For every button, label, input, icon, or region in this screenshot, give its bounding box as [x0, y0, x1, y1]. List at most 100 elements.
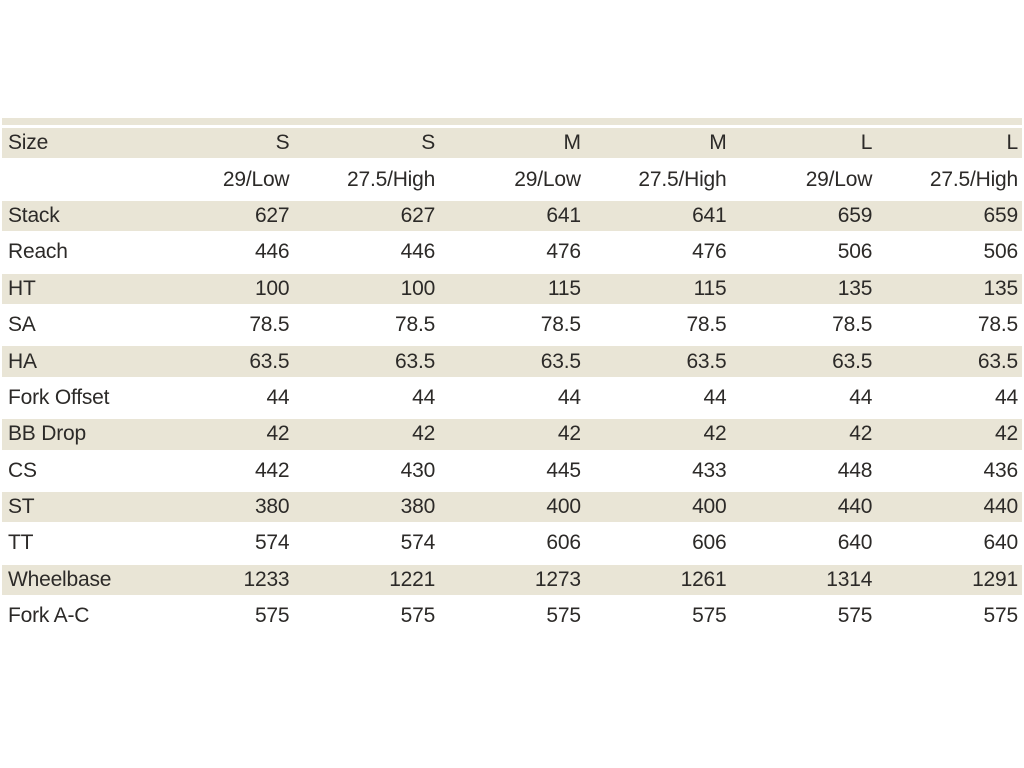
- value-cell: 42: [876, 416, 1022, 453]
- row-label-cell: SA: [8, 313, 36, 337]
- value-cell: 78.5: [540, 313, 581, 337]
- value-cell: 63.5: [730, 343, 877, 380]
- row-label-cell: CS: [8, 458, 37, 482]
- value-cell: 574: [254, 531, 290, 555]
- table-row: Wheelbase 1233 1221 1273 1261 1314 1291: [2, 561, 1022, 599]
- value-cell: 575: [692, 604, 727, 628]
- value-cell: M: [439, 125, 585, 162]
- value-cell: 29/Low: [222, 167, 290, 191]
- row-label-cell: TT: [8, 531, 34, 555]
- value-cell: 400: [584, 488, 731, 526]
- value-cell: 63.5: [147, 343, 294, 380]
- value-cell: 1261: [584, 561, 731, 599]
- row-label-cell: BB Drop: [2, 416, 148, 453]
- value-cell: 1291: [876, 561, 1022, 599]
- row-label-cell: ST: [2, 488, 148, 526]
- value-cell: 44: [557, 385, 581, 409]
- table-row: HA 63.5 63.5 63.5 63.5 63.5 63.5: [2, 343, 1022, 380]
- value-cell: 78.5: [832, 313, 873, 337]
- row-label-cell: [2, 161, 148, 197]
- value-cell: 445: [546, 458, 581, 482]
- value-cell: 115: [439, 270, 585, 307]
- value-cell: 476: [692, 240, 727, 264]
- value-cell: 606: [692, 531, 727, 555]
- value-cell: 627: [293, 197, 440, 235]
- value-cell: 44: [995, 385, 1018, 409]
- table-row: Reach 446 446 476 476 506 506: [2, 234, 1022, 270]
- value-cell: 29/Low: [805, 167, 873, 191]
- value-cell: 659: [876, 197, 1022, 235]
- value-cell: 574: [400, 531, 436, 555]
- value-cell: 63.5: [876, 343, 1022, 380]
- value-cell: 433: [692, 458, 727, 482]
- value-cell: 135: [876, 270, 1022, 307]
- value-cell: 606: [546, 531, 581, 555]
- row-label-cell: Fork A-C: [8, 604, 90, 628]
- row-label-cell: Fork Offset: [8, 385, 110, 409]
- value-cell: 27.5/High: [638, 167, 727, 191]
- value-cell: 27.5/High: [929, 167, 1018, 191]
- value-cell: 78.5: [686, 313, 727, 337]
- value-cell: 506: [837, 240, 873, 264]
- row-label-cell: HT: [2, 270, 148, 307]
- table-row: ST 380 380 400 400 440 440: [2, 488, 1022, 526]
- table-row: Stack 627 627 641 641 659 659: [2, 197, 1022, 235]
- value-cell: 380: [293, 488, 440, 526]
- value-cell: 380: [147, 488, 294, 526]
- value-cell: 506: [983, 240, 1019, 264]
- value-cell: 29/Low: [514, 167, 581, 191]
- value-cell: 575: [546, 604, 581, 628]
- value-cell: 476: [546, 240, 581, 264]
- value-cell: 1221: [293, 561, 440, 599]
- value-cell: 640: [837, 531, 873, 555]
- value-cell: 44: [266, 385, 290, 409]
- table-row: BB Drop 42 42 42 42 42 42: [2, 416, 1022, 453]
- value-cell: M: [584, 125, 731, 162]
- value-cell: 44: [703, 385, 727, 409]
- value-cell: 440: [730, 488, 877, 526]
- value-cell: 442: [254, 458, 290, 482]
- value-cell: 1273: [439, 561, 585, 599]
- wheel-config-row: 29/Low 27.5/High 29/Low 27.5/High 29/Low 27.5…: [2, 161, 1022, 197]
- value-cell: 440: [876, 488, 1022, 526]
- geometry-table-body: Size S S M M L L 29/Low 27.5/High 29/Low 27.5/High…: [2, 125, 1022, 634]
- value-cell: 42: [439, 416, 585, 453]
- table-row: CS 442 430 445 433 448 436: [2, 453, 1022, 489]
- table-row: SA 78.5 78.5 78.5 78.5 78.5 78.5: [2, 307, 1022, 343]
- value-cell: S: [147, 125, 294, 162]
- size-header-row: Size S S M M L L: [2, 125, 1022, 162]
- row-label-cell: Reach: [8, 240, 68, 264]
- value-cell: 135: [730, 270, 877, 307]
- table-row: HT 100 100 115 115 135 135: [2, 270, 1022, 307]
- table-row: Fork Offset 44 44 44 44 44 44: [2, 380, 1022, 416]
- value-cell: 575: [837, 604, 873, 628]
- value-cell: 42: [147, 416, 294, 453]
- value-cell: L: [730, 125, 877, 162]
- value-cell: 63.5: [584, 343, 731, 380]
- geometry-table: Size S S M M L L 29/Low 27.5/High 29/Low 27.5/High…: [2, 125, 1022, 634]
- value-cell: 575: [400, 604, 436, 628]
- value-cell: S: [293, 125, 440, 162]
- value-cell: 448: [837, 458, 873, 482]
- value-cell: 27.5/High: [347, 167, 436, 191]
- value-cell: 446: [254, 240, 290, 264]
- value-cell: 446: [400, 240, 436, 264]
- table-top-rule: [2, 118, 1022, 125]
- value-cell: 400: [439, 488, 585, 526]
- value-cell: 1314: [730, 561, 877, 599]
- value-cell: 42: [293, 416, 440, 453]
- value-cell: 78.5: [977, 313, 1018, 337]
- row-label-cell: HA: [2, 343, 148, 380]
- row-label-cell: Size: [2, 125, 148, 162]
- value-cell: 44: [412, 385, 436, 409]
- value-cell: 1233: [147, 561, 294, 599]
- geometry-page: Size S S M M L L 29/Low 27.5/High 29/Low 27.5/High…: [2, 118, 1022, 634]
- value-cell: 627: [147, 197, 294, 235]
- value-cell: 575: [983, 604, 1019, 628]
- value-cell: 100: [147, 270, 294, 307]
- value-cell: 42: [584, 416, 731, 453]
- value-cell: 78.5: [395, 313, 436, 337]
- value-cell: 641: [439, 197, 585, 235]
- value-cell: 100: [293, 270, 440, 307]
- value-cell: 63.5: [293, 343, 440, 380]
